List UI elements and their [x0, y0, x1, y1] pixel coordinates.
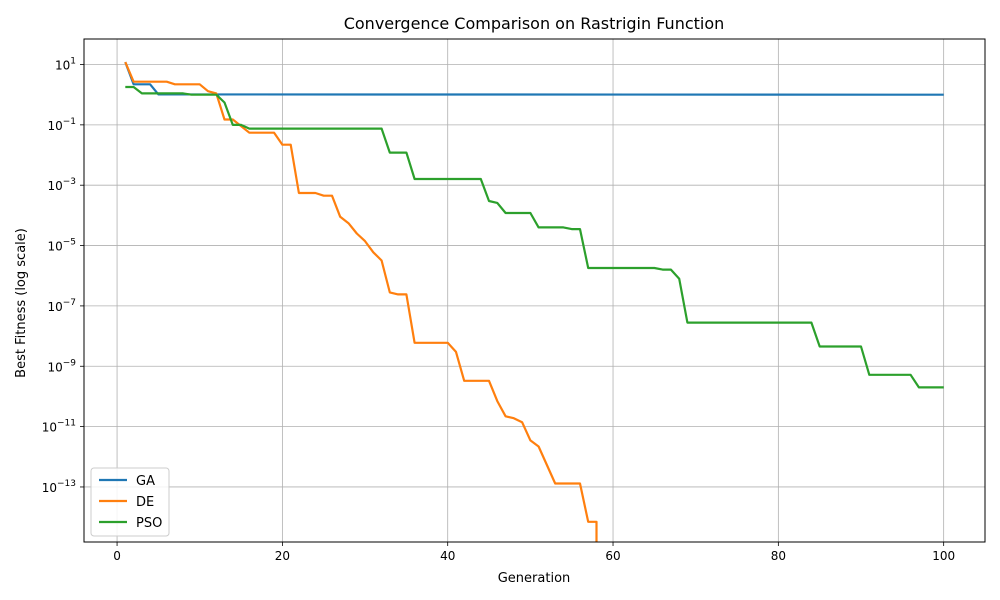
- x-tick-label: 20: [275, 549, 290, 563]
- plot-frame: [83, 38, 986, 543]
- legend-label: PSO: [136, 516, 162, 531]
- y-tick-label: 101: [55, 57, 76, 73]
- x-axis-title: Generation: [498, 571, 571, 586]
- grid-lines: [84, 39, 985, 542]
- y-tick-label: 10−1: [47, 117, 76, 133]
- y-axis-title: Best Fitness (log scale): [14, 228, 29, 378]
- y-tick-label: 10−7: [47, 298, 76, 314]
- legend-label: GA: [136, 474, 155, 489]
- x-tick-label: 60: [605, 549, 620, 563]
- y-tick-label: 10−5: [47, 238, 76, 254]
- series-lines: [124, 61, 944, 542]
- x-tick-label: 80: [771, 549, 786, 563]
- y-tick-label: 10−3: [47, 177, 76, 193]
- legend: GA DE PSO: [90, 467, 170, 537]
- y-tick-label: 10−13: [42, 479, 76, 495]
- legend-box: [90, 467, 170, 537]
- series-line-de: [124, 61, 598, 542]
- y-tick-label: 10−9: [47, 358, 76, 374]
- chart-title: Convergence Comparison on Rastrigin Func…: [344, 14, 725, 33]
- series-line-pso: [125, 85, 944, 389]
- axis-ticks: 0 20 40 60 80 100 101 10−1 10−3 10−5 10−7 10−9 10−11…: [42, 57, 955, 563]
- y-tick-label: 10−11: [42, 419, 76, 435]
- x-tick-label: 100: [932, 549, 955, 563]
- x-tick-label: 40: [440, 549, 455, 563]
- series-line-ga: [124, 61, 944, 96]
- legend-label: DE: [136, 495, 154, 510]
- x-tick-label: 0: [113, 549, 121, 563]
